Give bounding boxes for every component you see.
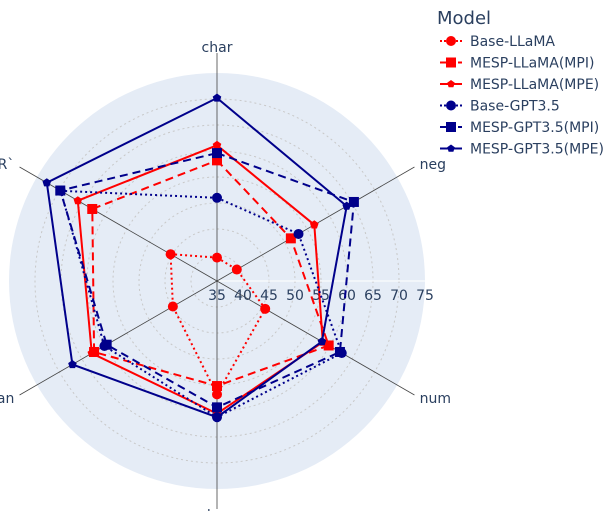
- angular-tick-label: char: [202, 40, 233, 56]
- legend-label: MESP-LLaMA(MPE): [470, 77, 599, 93]
- radial-tick-label: 65: [364, 288, 382, 304]
- legend-label: MESP-GPT3.5(MPE): [470, 142, 604, 158]
- data-point: [348, 196, 359, 207]
- radial-tick-label: 70: [390, 288, 408, 304]
- data-point: [212, 389, 222, 400]
- radial-tick-label: 40: [234, 288, 252, 304]
- series-mesp-gpt3-5-mpi: [55, 148, 359, 413]
- angular-axis-line: [19, 280, 218, 396]
- data-point: [285, 233, 296, 244]
- data-point: [323, 340, 334, 351]
- series-base-llama: [165, 249, 271, 400]
- data-point: [68, 360, 77, 369]
- data-point: [42, 178, 52, 187]
- data-point: [87, 348, 97, 357]
- data-point: [212, 412, 222, 421]
- legend-marker-symbol: [447, 80, 455, 88]
- data-point: [317, 337, 327, 346]
- data-point: [212, 252, 222, 263]
- angular-tick-label: loc: [207, 508, 227, 511]
- legend-marker-symbol: [447, 144, 455, 152]
- data-point: [212, 148, 222, 159]
- angular-axis-line: [216, 280, 415, 396]
- data-point: [212, 140, 222, 149]
- series-layer: [42, 93, 359, 423]
- legend-title: Model: [437, 8, 491, 29]
- data-point: [73, 196, 83, 205]
- data-point: [342, 201, 351, 210]
- data-point: [212, 155, 222, 166]
- legend-item[interactable]: MESP-GPT3.5(MPE): [440, 142, 604, 158]
- data-point: [293, 228, 304, 239]
- series-mesp-gpt3-5-mpe: [42, 93, 351, 421]
- radial-tick-label: 50: [286, 288, 304, 304]
- legend-marker-symbol: [446, 122, 456, 132]
- radial-tick-label: 75: [416, 288, 434, 304]
- radial-tick-label: 35: [208, 288, 226, 304]
- legend-label: Base-GPT3.5: [470, 99, 560, 115]
- legend: Model Base-LLaMA MESP-LLaMA(MPI) MESP-LLaM…: [437, 8, 604, 158]
- legend-label: MESP-LLaMA(MPI): [470, 56, 594, 72]
- data-point: [260, 303, 271, 314]
- angular-axis-line: [19, 166, 218, 282]
- legend-marker-symbol: [446, 36, 456, 46]
- legend-item[interactable]: MESP-LLaMA(MPE): [440, 77, 599, 93]
- radial-tick-label: 60: [338, 288, 356, 304]
- legend-item[interactable]: MESP-GPT3.5(MPI): [440, 120, 599, 136]
- data-point: [165, 249, 176, 260]
- data-point: [212, 93, 222, 102]
- data-point: [212, 402, 222, 413]
- legend-label: Base-LLaMA: [470, 34, 555, 50]
- angular-tick-label: R`: [0, 157, 14, 173]
- angular-tick-label: stan: [0, 391, 14, 407]
- data-point: [231, 264, 242, 275]
- radial-tick-label: 45: [260, 288, 278, 304]
- data-point: [101, 339, 112, 350]
- angular-tick-label: num: [420, 391, 451, 407]
- legend-marker-symbol: [446, 57, 456, 68]
- legend-item[interactable]: Base-GPT3.5: [440, 99, 560, 115]
- data-point: [212, 192, 222, 203]
- data-point: [334, 346, 345, 357]
- data-point: [310, 220, 319, 229]
- angular-tick-label: neg: [420, 157, 446, 173]
- data-point: [212, 381, 222, 392]
- legend-item[interactable]: Base-LLaMA: [440, 34, 555, 50]
- legend-marker-symbol: [446, 100, 456, 111]
- data-point: [55, 185, 66, 196]
- legend-label: MESP-GPT3.5(MPI): [470, 120, 599, 136]
- data-point: [167, 301, 178, 312]
- legend-item[interactable]: MESP-LLaMA(MPI): [440, 56, 594, 72]
- data-point: [87, 203, 98, 214]
